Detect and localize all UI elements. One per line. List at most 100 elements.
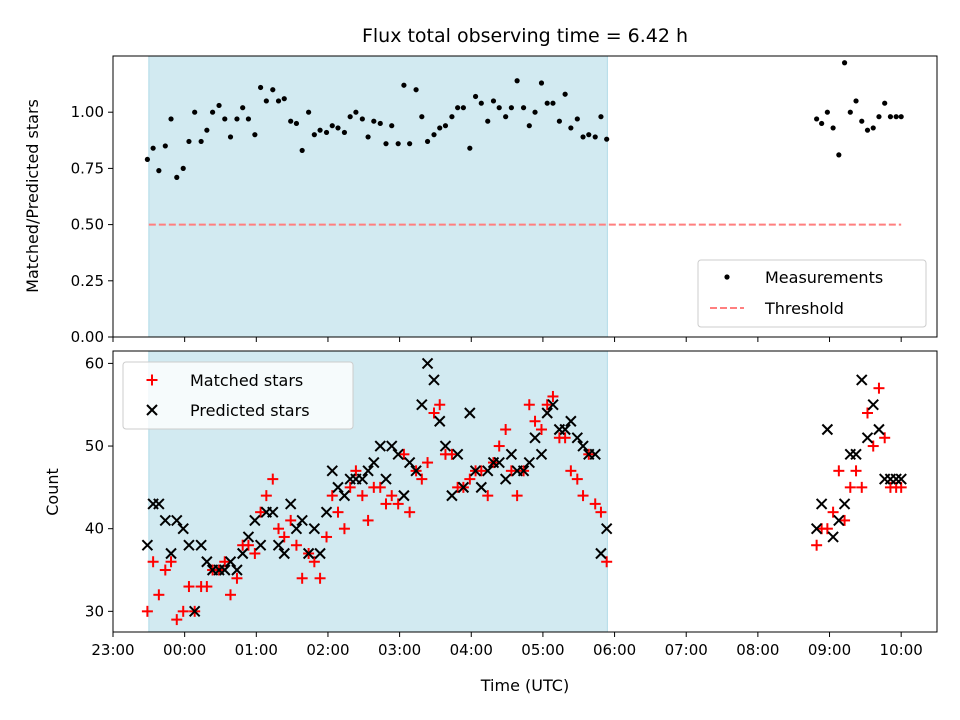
predicted-stars-points	[141, 357, 907, 618]
measurement-point	[574, 116, 580, 122]
matched-star-point	[416, 473, 428, 485]
matched-star-point	[380, 498, 392, 510]
matched-star-point	[314, 572, 326, 584]
predicted-star-point	[571, 432, 584, 444]
predicted-star-point	[517, 465, 530, 477]
matched-star-point	[547, 390, 559, 402]
predicted-star-point	[236, 547, 249, 560]
bottom-legend: Matched stars Predicted stars	[122, 361, 354, 430]
legend-threshold-label: Threshold	[764, 299, 844, 318]
measurement-point	[819, 120, 825, 127]
matched-star-point	[255, 506, 267, 518]
matched-star-point	[141, 605, 153, 617]
measurement-point	[550, 100, 556, 106]
legend-matched-marker	[146, 374, 158, 386]
top-shaded-region	[148, 55, 608, 338]
matched-star-point	[392, 498, 404, 510]
predicted-star-point	[141, 539, 154, 551]
measurement-point	[144, 156, 150, 163]
predicted-star-point	[224, 556, 237, 568]
matched-star-point	[475, 465, 487, 477]
matched-star-point	[231, 572, 243, 584]
matched-star-point	[177, 605, 189, 617]
matched-star-point	[171, 614, 183, 626]
predicted-star-point	[153, 498, 165, 510]
matched-star-point	[577, 490, 589, 502]
predicted-star-point	[850, 448, 862, 461]
predicted-star-point	[290, 522, 303, 535]
predicted-star-point	[272, 539, 285, 551]
bottom-y-axis-label: Count	[43, 468, 62, 516]
predicted-star-point	[296, 514, 308, 527]
measurement-point	[395, 141, 401, 147]
measurement-point	[222, 116, 228, 122]
matched-star-point	[219, 556, 231, 568]
predicted-star-point	[231, 564, 243, 576]
matched-star-point	[879, 432, 891, 444]
matched-star-point	[511, 490, 523, 502]
predicted-star-point	[362, 465, 374, 477]
matched-star-point	[273, 523, 285, 535]
measurement-point	[503, 114, 509, 120]
predicted-star-point	[254, 539, 267, 551]
predicted-star-point	[195, 539, 207, 551]
predicted-star-point	[242, 531, 255, 543]
predicted-star-point	[589, 448, 601, 461]
matched-star-point	[308, 556, 320, 568]
predicted-star-point	[541, 407, 553, 419]
measurement-point	[245, 116, 252, 122]
matched-star-point	[422, 457, 434, 469]
predicted-star-point	[326, 465, 338, 477]
matched-star-point	[242, 539, 254, 551]
measurement-point	[317, 127, 323, 133]
measurement-point	[150, 145, 156, 151]
matched-star-point	[225, 589, 237, 601]
matched-star-point	[565, 465, 577, 477]
matched-star-point	[821, 523, 833, 535]
predicted-star-point	[392, 448, 404, 461]
top-legend: Measurements Threshold	[697, 259, 927, 328]
measurement-point	[580, 134, 586, 140]
matched-star-point	[404, 506, 416, 518]
matched-star-point	[505, 465, 517, 477]
measurement-point	[359, 116, 365, 122]
measurement-point	[192, 109, 198, 115]
matched-star-point	[523, 399, 535, 411]
predicted-star-point	[177, 522, 189, 535]
measurement-point	[234, 116, 240, 122]
matched-star-point	[183, 581, 195, 593]
predicted-star-point	[815, 498, 828, 510]
measurement-point	[532, 109, 538, 115]
predicted-star-point	[267, 506, 279, 518]
measurement-point	[311, 132, 317, 138]
measurement-point	[377, 120, 383, 127]
matched-star-point	[362, 514, 374, 526]
measurement-point	[442, 123, 449, 129]
measurement-point	[898, 114, 904, 120]
measurement-point	[455, 105, 461, 111]
measurement-point	[341, 129, 348, 136]
matched-star-point	[374, 481, 386, 493]
predicted-star-point	[535, 448, 548, 461]
predicted-star-point	[284, 498, 297, 510]
matched-star-point	[827, 506, 839, 518]
predicted-star-point	[838, 498, 851, 510]
measurement-point	[496, 105, 502, 111]
measurement-point	[830, 125, 836, 131]
predicted-star-point	[827, 531, 839, 543]
predicted-star-point	[890, 473, 902, 485]
legend-predicted-marker	[146, 404, 158, 416]
top-y-ticks: 0.00 0.25 0.50 0.75 1.00	[71, 103, 113, 346]
measurement-point	[240, 105, 246, 111]
predicted-star-point	[529, 432, 541, 444]
matched-star-point	[159, 564, 171, 576]
measurement-point	[275, 98, 282, 104]
measurement-point	[156, 168, 162, 174]
measurement-points	[144, 60, 904, 180]
measurement-point	[490, 98, 497, 104]
matched-star-point	[296, 572, 308, 584]
matched-star-point	[535, 424, 547, 436]
matched-star-point	[811, 539, 823, 551]
bottom-panel: 30 40 50 60 23:00 00:00 01:00 02:00 03:00 04:00 0…	[43, 350, 938, 695]
